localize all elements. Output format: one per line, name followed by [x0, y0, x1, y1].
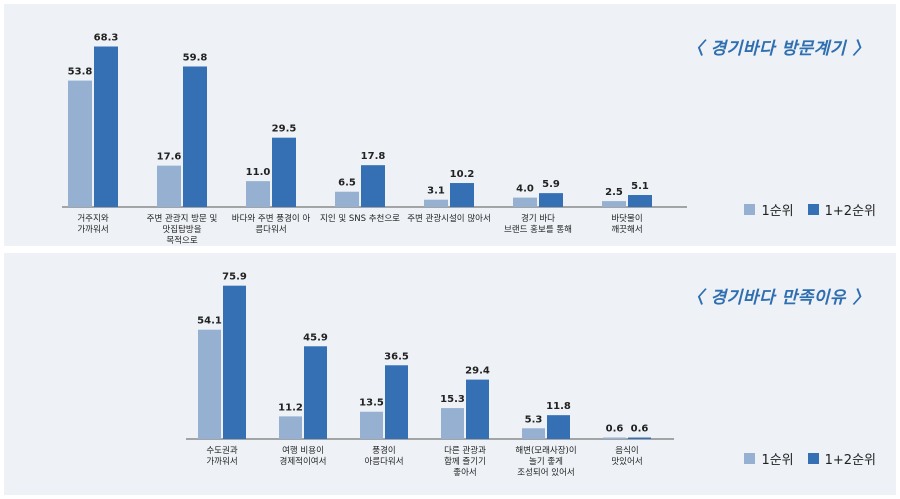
bar-rank1	[198, 329, 221, 439]
data-label: 6.5	[338, 178, 356, 189]
data-label: 53.8	[68, 67, 93, 78]
panel-title: 〈 경기바다 방문계기 〉	[686, 39, 870, 59]
data-label: 5.3	[525, 414, 543, 425]
category-label: 아름다워서	[364, 456, 403, 467]
data-label: 54.1	[197, 316, 222, 327]
bar-rank1	[68, 80, 92, 207]
bar-rank1	[424, 199, 448, 207]
category-label: 가까워서	[77, 225, 108, 235]
category-label: 가까워서	[206, 457, 237, 467]
category-label: 좋아서	[453, 467, 476, 478]
visit-reason-panel: 〈 경기바다 방문계기 〉 53.8 68.3 거주지와 가까워서 17.6 59.8 주변…	[4, 4, 896, 246]
satisfaction-reason-panel: 〈 경기바다 만족이유 〉 54.1 75.9 수도권과 가까워서 11.2 45.9 여행…	[4, 253, 896, 495]
data-label: 29.4	[465, 366, 490, 377]
legend-label-rank12: 1+2순위	[824, 204, 876, 219]
legend-swatch-rank12	[807, 204, 819, 215]
data-label: 75.9	[222, 272, 247, 283]
legend-swatch-rank12	[807, 453, 819, 464]
category-label: 목적으로	[166, 235, 197, 246]
data-label: 2.5	[605, 187, 623, 198]
legend: 1순위 1+2순위	[730, 449, 876, 468]
data-label: 17.8	[361, 151, 386, 162]
data-label: 11.2	[278, 402, 303, 413]
category-label: 함께 즐기기	[444, 457, 486, 467]
category-label: 풍경이	[372, 445, 395, 456]
category-label: 경제적이여서	[280, 456, 327, 467]
legend-swatch-rank1	[744, 204, 756, 215]
category-label: 여행 비용이	[282, 445, 324, 456]
category-label: 바다와 주변 풍경이 아	[232, 213, 311, 224]
legend-item-rank12: 1+2순위	[807, 449, 876, 468]
category-label: 맛있어서	[611, 456, 642, 467]
data-label: 15.3	[440, 394, 465, 405]
category-label: 조성되어 있어서	[517, 467, 574, 478]
category-label: 수도권과	[206, 445, 237, 456]
category-label: 놀기 좋게	[529, 456, 563, 467]
bar-rank1	[603, 437, 626, 439]
bar-rank12	[539, 193, 563, 207]
bar-rank12	[628, 437, 651, 439]
bar-rank12	[361, 165, 385, 207]
bar-rank1	[246, 181, 270, 207]
bar-rank12	[628, 195, 652, 207]
legend-label-rank12: 1+2순위	[824, 453, 876, 468]
bar-rank1	[441, 408, 464, 439]
category-label: 음식이	[615, 445, 638, 456]
data-label: 10.2	[450, 169, 475, 180]
category-label: 름다워서	[255, 225, 286, 235]
category-label: 주변 관광시설이 많아서	[407, 213, 491, 224]
category-label: 깨끗해서	[611, 224, 642, 235]
legend-swatch-rank1	[744, 453, 756, 464]
bar-rank12	[183, 66, 207, 207]
category-label: 경기 바다	[521, 213, 555, 224]
bar-rank1	[360, 411, 383, 439]
legend-item-rank12: 1+2순위	[807, 200, 876, 219]
panel-title: 〈 경기바다 만족이유 〉	[686, 288, 870, 308]
data-label: 13.5	[359, 398, 384, 409]
bar-rank1	[602, 201, 626, 207]
legend-item-rank1: 1순위	[744, 449, 794, 468]
bar-rank12	[223, 285, 246, 439]
bar-rank12	[450, 183, 474, 207]
bar-rank12	[272, 137, 296, 207]
bar-rank12	[385, 365, 408, 439]
data-label: 11.0	[246, 167, 271, 178]
data-label: 29.5	[272, 124, 297, 135]
legend-label-rank1: 1순위	[761, 453, 794, 468]
bar-rank1	[335, 191, 359, 207]
bar-rank12	[94, 46, 118, 208]
category-label: 주변 관광지 방문 및	[147, 213, 218, 224]
bar-rank1	[522, 428, 545, 439]
category-label: 맛집탐방을	[162, 224, 201, 235]
data-label: 0.6	[606, 424, 624, 435]
category-label: 바닷물이	[611, 213, 642, 224]
legend-label-rank1: 1순위	[761, 204, 794, 219]
category-label: 거주지와	[77, 213, 108, 224]
data-label: 5.1	[631, 181, 649, 192]
bar-rank12	[304, 346, 327, 439]
bar-rank1	[513, 197, 537, 207]
data-label: 11.8	[546, 401, 571, 412]
data-label: 45.9	[303, 332, 328, 343]
data-label: 3.1	[427, 186, 445, 197]
bar-rank1	[157, 165, 181, 207]
data-label: 4.0	[516, 184, 534, 195]
data-label: 59.8	[183, 52, 208, 63]
category-label: 브랜드 홍보를 통해	[504, 224, 572, 235]
data-label: 5.9	[542, 179, 560, 190]
data-label: 17.6	[157, 152, 182, 163]
category-label: 해변(모래사장)이	[515, 445, 576, 456]
category-label: 다른 관광과	[444, 445, 486, 456]
bar-rank12	[466, 379, 489, 439]
legend: 1순위 1+2순위	[730, 200, 876, 219]
data-label: 36.5	[384, 351, 409, 362]
data-label: 0.6	[631, 424, 649, 435]
category-label: 지인 및 SNS 추천으로	[320, 213, 400, 224]
bar-rank1	[279, 416, 302, 439]
data-label: 68.3	[94, 32, 119, 43]
legend-item-rank1: 1순위	[744, 200, 794, 219]
bar-rank12	[547, 415, 570, 439]
